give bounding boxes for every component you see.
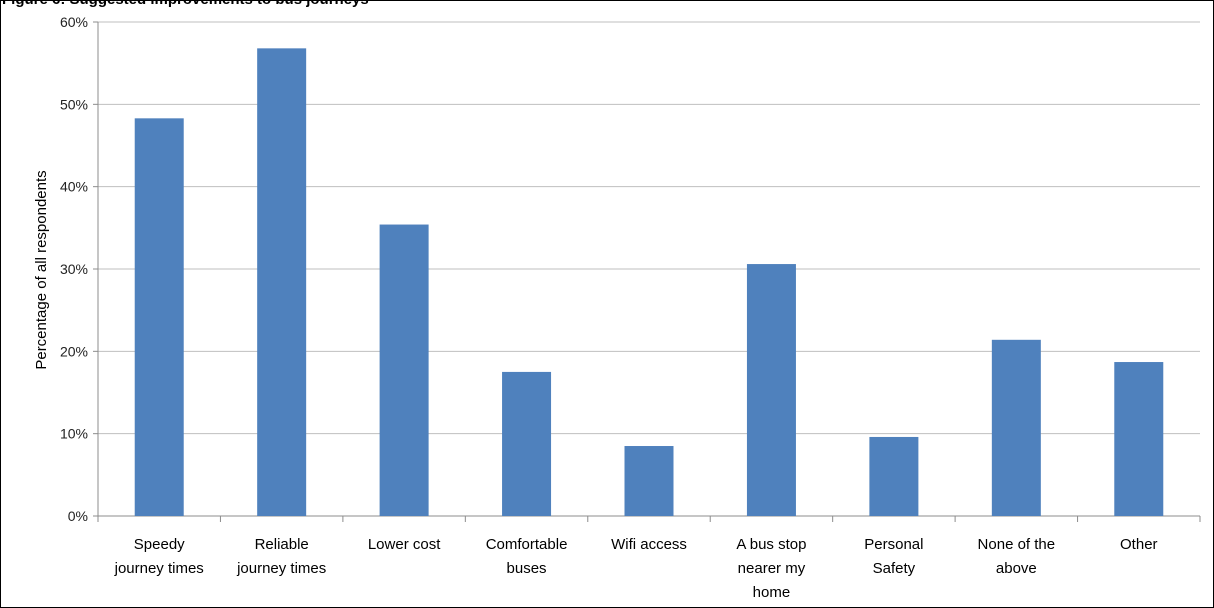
bar	[257, 48, 307, 516]
y-tick-label: 30%	[60, 261, 88, 277]
y-tick-label: 20%	[60, 343, 88, 359]
y-tick-label: 10%	[60, 426, 88, 442]
x-category-label: Lower cost	[368, 536, 441, 553]
bar	[502, 371, 552, 516]
x-category-label: Personal Safety	[864, 536, 923, 577]
y-tick-labels: 0% 10% 20% 30% 40% 50% 60%	[60, 14, 88, 524]
chart-title: Figure 6: Suggested improvements to bus …	[0, 0, 1214, 9]
x-category-labels: Speedy journey times Reliable journey times…	[114, 536, 1158, 601]
x-category-label: Speedy journey times	[114, 536, 204, 577]
bars	[134, 48, 1164, 517]
bar	[134, 118, 184, 516]
bar	[624, 446, 674, 516]
x-category-label: None of the above	[978, 536, 1056, 577]
x-category-label: Wifi access	[611, 536, 687, 553]
y-tick-label: 60%	[60, 14, 88, 30]
x-category-label: Other	[1120, 536, 1158, 553]
x-category-label: Reliable journey times	[236, 536, 326, 577]
y-tick-label: 50%	[60, 96, 88, 112]
bar	[379, 224, 429, 517]
y-tick-label: 40%	[60, 179, 88, 195]
bar	[746, 264, 796, 516]
bar	[1114, 362, 1164, 516]
y-tick-label: 0%	[68, 508, 88, 524]
x-category-label: Comfortable buses	[486, 536, 568, 577]
x-category-label: A bus stop nearer my home	[736, 536, 806, 601]
bar	[869, 436, 919, 516]
bar	[991, 339, 1041, 516]
y-axis-label: Percentage of all respondents	[33, 170, 50, 369]
